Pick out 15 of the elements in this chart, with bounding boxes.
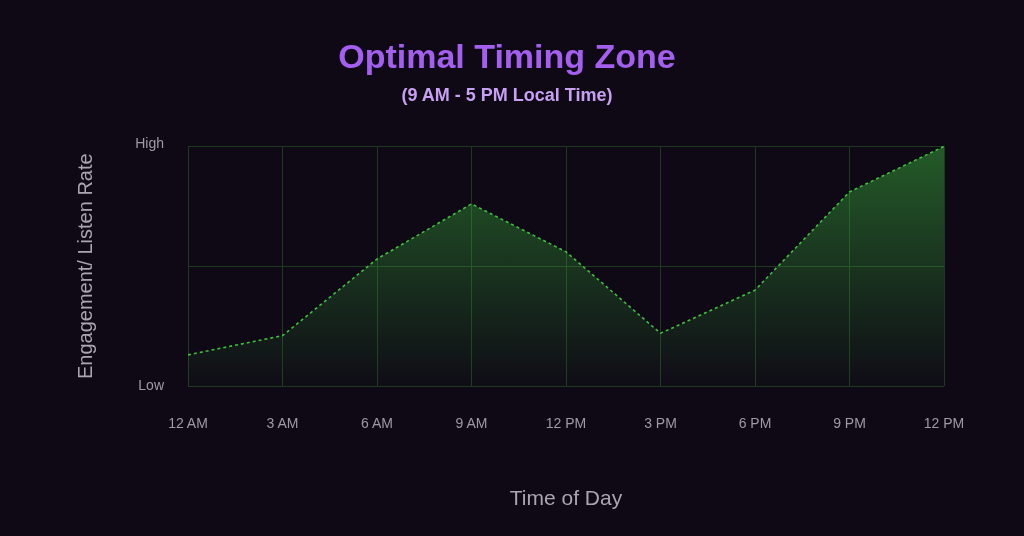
x-tick-label: 12 PM [923,415,965,432]
x-tick-label: 12 PM [545,415,587,432]
x-tick-label: 6 AM [361,415,393,432]
x-tick-label: 3 PM [644,415,677,432]
text: Low [138,376,165,393]
text: High [135,135,164,152]
chart-title: Optimal Timing Zone [338,36,676,75]
x-tick-label: 6 PM [738,415,772,432]
x-tick-label: 9 AM [455,415,488,432]
x-axis-title: Time of Day [509,486,623,510]
x-tick-label: 3 AM [266,415,299,432]
x-tick-label: 9 PM [833,415,866,432]
chart-subtitle: (9 AM - 5 PM Local Time) [401,84,613,105]
y-axis-title: Engagement/ Listen Rate [73,153,96,380]
x-tick-label: 12 AM [168,415,208,432]
